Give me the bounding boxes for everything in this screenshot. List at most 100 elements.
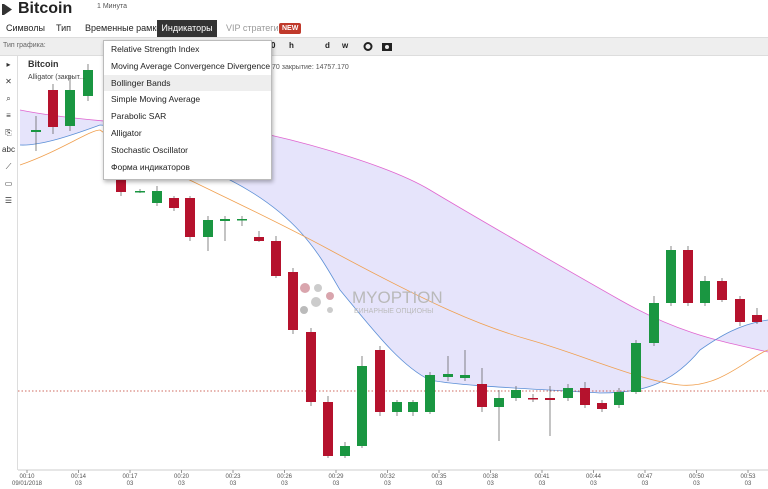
x-tick-date: 03 [539, 481, 546, 487]
x-tick-time: 00:14 [71, 474, 87, 480]
left-toolbar: ▸ ✕ ⌕ ≡ ⎘ abc ⟋ ▭ ☰ [0, 56, 18, 470]
menu-item[interactable]: Индикаторы [157, 20, 217, 37]
candle-body [460, 375, 470, 378]
candle-body [494, 398, 504, 407]
watermark-brand: MYOPTION [352, 288, 443, 307]
candle-body [357, 366, 367, 446]
candle-body [735, 299, 745, 322]
x-tick-date: 03 [75, 481, 82, 487]
x-tick-date: 03 [230, 481, 237, 487]
candle-body [203, 220, 213, 237]
dropdown-item[interactable]: Stochastic Oscillator [111, 144, 188, 155]
x-tick-time: 00:23 [225, 474, 241, 480]
x-tick-time: 00:26 [277, 474, 293, 480]
candle-body [511, 390, 521, 398]
dropdown-item[interactable]: Relative Strength Index [111, 44, 200, 54]
candle-body [477, 384, 487, 407]
candle-body [116, 178, 126, 192]
candle-body [135, 191, 145, 193]
candle-body [666, 250, 676, 303]
candle-body [425, 375, 435, 412]
x-tick-date: 03 [590, 481, 597, 487]
candle-body [614, 392, 624, 405]
x-tick-date: 03 [384, 481, 391, 487]
candle-body [340, 446, 350, 456]
x-tick-time: 00:29 [328, 474, 344, 480]
candle-body [717, 281, 727, 300]
candle-body [254, 237, 264, 241]
candle-body [65, 90, 75, 126]
dropdown-item[interactable]: Moving Average Convergence Divergence [111, 60, 271, 71]
x-tick-time: 00:10 [19, 474, 35, 480]
candle-body [31, 130, 41, 132]
candle-body [152, 191, 162, 203]
tool-button[interactable]: 0 [271, 41, 276, 50]
tool-icons[interactable] [362, 41, 394, 52]
x-tick-time: 00:35 [431, 474, 447, 480]
x-tick-time: 00:38 [483, 474, 499, 480]
x-tick-date: 03 [127, 481, 134, 487]
candle-body [306, 332, 316, 402]
candle-body [237, 219, 247, 221]
dropdown-item[interactable]: Форма индикаторов [111, 161, 190, 172]
indicator-label: Alligator (закрыт... [28, 74, 85, 81]
candle-body [649, 303, 659, 343]
watermark: MYOPTION БИНАРНЫЕ ОПЦИОНЫ [300, 283, 443, 315]
dropdown-item[interactable]: Alligator [111, 127, 142, 138]
candle-body [169, 198, 179, 208]
x-tick-time: 00:20 [174, 474, 190, 480]
x-tick-date: 03 [693, 481, 700, 487]
candle-body [443, 374, 453, 377]
candle-body [700, 281, 710, 303]
x-tick-time: 00:41 [534, 474, 550, 480]
play-icon [2, 4, 12, 15]
tool-button[interactable]: w [342, 41, 349, 50]
x-tick-date: 09/01/2018 [12, 481, 43, 487]
candles [31, 64, 762, 458]
candle-body [545, 398, 555, 400]
candle-body [220, 219, 230, 221]
menu-item[interactable]: Тип [56, 23, 72, 33]
candle-body [185, 198, 195, 237]
x-tick-date: 03 [642, 481, 649, 487]
x-tick-time: 00:47 [637, 474, 653, 480]
menu-item[interactable]: VIP стратегии [226, 23, 284, 33]
candle-body [271, 241, 281, 276]
candle-body [580, 388, 590, 405]
x-tick-time: 00:50 [689, 474, 705, 480]
indicator-dropdown: Relative Strength Index Moving Average Co… [103, 40, 272, 180]
dropdown-item[interactable]: Bollinger Bands [104, 74, 271, 92]
candle-body [323, 402, 333, 456]
title: Bitcoin [18, 0, 73, 17]
candle-body [83, 70, 93, 96]
candle-body [631, 343, 641, 392]
middle-band [19, 129, 768, 386]
band-fill [20, 110, 768, 393]
toolbar-label: Тип графика: [3, 42, 46, 49]
x-tick-time: 00:17 [122, 474, 138, 480]
close-info: 70 закрытие: 14757.170 [272, 64, 349, 71]
candle-body [392, 402, 402, 412]
candle-body [48, 90, 58, 127]
candle-body [683, 250, 693, 303]
x-tick-date: 03 [178, 481, 185, 487]
candle-body [375, 350, 385, 412]
x-tick-date: 03 [436, 481, 443, 487]
x-tick-time: 00:44 [586, 474, 602, 480]
header: Bitcoin 1 Минута [0, 0, 768, 20]
candle-body [408, 402, 418, 412]
chart-symbol: Bitcoin [28, 59, 59, 69]
candle-body [563, 388, 573, 398]
x-tick-date: 03 [281, 481, 288, 487]
x-tick-time: 00:32 [380, 474, 396, 480]
menu-item[interactable]: Временные рамки [85, 23, 162, 33]
dropdown-item[interactable]: Parabolic SAR [111, 111, 167, 122]
tool-button[interactable]: d [325, 41, 330, 50]
tool-button[interactable]: h [289, 41, 294, 50]
candle-body [597, 403, 607, 409]
x-tick-date: 03 [333, 481, 340, 487]
x-tick-date: 03 [745, 481, 752, 487]
dropdown-item[interactable]: Simple Moving Average [111, 94, 201, 105]
menu-item[interactable]: Символы [6, 23, 45, 33]
